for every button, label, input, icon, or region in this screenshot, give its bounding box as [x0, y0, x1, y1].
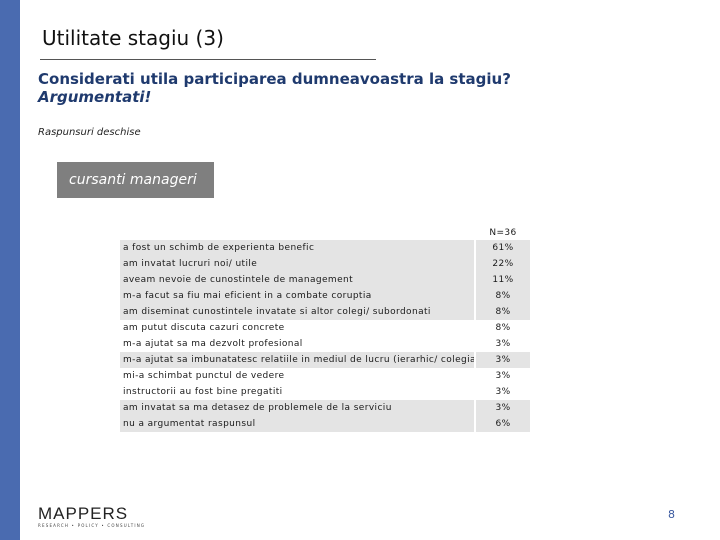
- table-row: m-a ajutat sa ma dezvolt profesional 3%: [120, 336, 530, 352]
- logo-tagline: RESEARCH • POLICY • CONSULTING: [38, 523, 146, 528]
- survey-question: Considerati utila participarea dumneavoa…: [38, 70, 678, 106]
- row-value: 3%: [476, 352, 530, 368]
- left-accent-bar: [0, 0, 20, 540]
- slide-title: Utilitate stagiu (3): [42, 26, 224, 50]
- row-label: a fost un schimb de experienta benefic: [120, 240, 474, 256]
- page-number: 8: [668, 508, 675, 521]
- sample-size: N=36: [476, 226, 530, 240]
- row-value: 61%: [476, 240, 530, 256]
- table-row: aveam nevoie de cunostintele de manageme…: [120, 272, 530, 288]
- table-row: a fost un schimb de experienta benefic 6…: [120, 240, 530, 256]
- row-label: m-a ajutat sa imbunatatesc relatiile in …: [120, 352, 474, 368]
- table-row: m-a facut sa fiu mai eficient in a comba…: [120, 288, 530, 304]
- row-value: 3%: [495, 339, 511, 349]
- table-header-row: N=36: [120, 226, 530, 240]
- row-value: 3%: [476, 400, 530, 416]
- segment-label: cursanti manageri: [69, 172, 197, 188]
- row-value: 22%: [476, 256, 530, 272]
- row-value: 8%: [495, 323, 511, 333]
- table-row: am invatat sa ma detasez de problemele d…: [120, 400, 530, 416]
- row-label: am invatat sa ma detasez de problemele d…: [120, 400, 474, 416]
- row-label: am invatat lucruri noi/ utile: [120, 256, 474, 272]
- responses-table: N=36 a fost un schimb de experienta bene…: [120, 226, 530, 432]
- row-value: 8%: [476, 304, 530, 320]
- table-row: m-a ajutat sa imbunatatesc relatiile in …: [120, 352, 530, 368]
- row-value: 6%: [476, 416, 530, 432]
- row-value: 3%: [495, 371, 511, 381]
- mappers-logo: MAPPERS RESEARCH • POLICY • CONSULTING: [38, 505, 145, 528]
- table-row: am invatat lucruri noi/ utile 22%: [120, 256, 530, 272]
- table-row: instructorii au fost bine pregatiti 3%: [120, 384, 530, 400]
- row-label: m-a facut sa fiu mai eficient in a comba…: [120, 288, 474, 304]
- row-label: m-a ajutat sa ma dezvolt profesional: [123, 339, 303, 349]
- row-value: 8%: [476, 288, 530, 304]
- table-row: nu a argumentat raspunsul 6%: [120, 416, 530, 432]
- row-label: mi-a schimbat punctul de vedere: [123, 371, 285, 381]
- question-instruction: Argumentati!: [38, 88, 152, 106]
- title-divider: [40, 59, 376, 60]
- segment-label-box: cursanti manageri: [57, 162, 214, 198]
- response-type-note: Raspunsuri deschise: [38, 127, 141, 138]
- table-row: am putut discuta cazuri concrete 8%: [120, 320, 530, 336]
- table-row: am diseminat cunostintele invatate si al…: [120, 304, 530, 320]
- row-label: aveam nevoie de cunostintele de manageme…: [120, 272, 474, 288]
- row-label: am putut discuta cazuri concrete: [123, 323, 285, 333]
- row-label: am diseminat cunostintele invatate si al…: [120, 304, 474, 320]
- row-value: 3%: [495, 387, 511, 397]
- row-label: instructorii au fost bine pregatiti: [123, 387, 283, 397]
- table-row: mi-a schimbat punctul de vedere 3%: [120, 368, 530, 384]
- question-text: Considerati utila participarea dumneavoa…: [38, 70, 511, 88]
- logo-wordmark: MAPPERS: [38, 504, 129, 523]
- row-value: 11%: [476, 272, 530, 288]
- row-label: nu a argumentat raspunsul: [120, 416, 474, 432]
